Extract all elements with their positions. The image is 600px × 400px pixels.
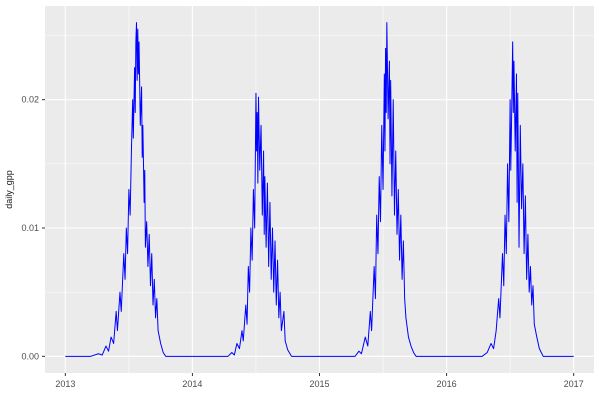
x-tick-label: 2014 [182, 379, 202, 389]
y-tick-label: 0.02 [21, 95, 39, 105]
x-tick-label: 2017 [564, 379, 584, 389]
y-axis-title: daily_gpp [4, 170, 14, 209]
series-line-daily_gpp [65, 22, 574, 357]
x-tick-label: 2013 [55, 379, 75, 389]
y-tick-label: 0.01 [21, 223, 39, 233]
x-tick-label: 2016 [437, 379, 457, 389]
y-tick-label: 0.00 [21, 351, 39, 361]
x-tick-label: 2015 [309, 379, 329, 389]
